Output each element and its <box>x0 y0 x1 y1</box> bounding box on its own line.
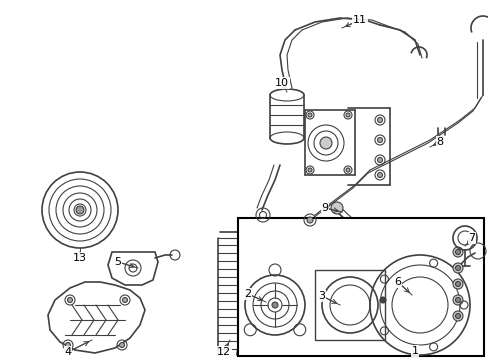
Text: 11: 11 <box>352 15 366 25</box>
Circle shape <box>377 138 382 143</box>
Circle shape <box>452 295 462 305</box>
Text: 6: 6 <box>394 277 401 287</box>
Text: 1: 1 <box>411 346 418 356</box>
Circle shape <box>67 297 72 302</box>
Circle shape <box>330 202 342 214</box>
Circle shape <box>306 217 312 223</box>
Circle shape <box>452 279 462 289</box>
Circle shape <box>76 206 84 214</box>
Text: 13: 13 <box>73 253 87 263</box>
Circle shape <box>379 297 385 303</box>
Circle shape <box>454 265 460 270</box>
Text: 5: 5 <box>114 257 121 267</box>
Circle shape <box>452 311 462 321</box>
Circle shape <box>346 168 349 172</box>
Text: 10: 10 <box>274 78 288 88</box>
Text: 4: 4 <box>64 347 71 357</box>
Circle shape <box>452 247 462 257</box>
Bar <box>314 270 384 340</box>
Bar <box>238 218 483 356</box>
Text: 2: 2 <box>244 289 251 299</box>
Circle shape <box>377 117 382 122</box>
Text: 9: 9 <box>321 203 328 213</box>
Circle shape <box>454 314 460 319</box>
Circle shape <box>454 297 460 302</box>
Circle shape <box>454 249 460 255</box>
Circle shape <box>307 113 311 117</box>
Text: 8: 8 <box>436 137 443 147</box>
Circle shape <box>271 302 278 308</box>
Circle shape <box>377 172 382 177</box>
Text: 3: 3 <box>318 291 325 301</box>
Text: 12: 12 <box>217 347 231 357</box>
Circle shape <box>307 168 311 172</box>
Circle shape <box>65 342 70 347</box>
Circle shape <box>319 137 331 149</box>
Circle shape <box>122 297 127 302</box>
Circle shape <box>377 157 382 162</box>
Circle shape <box>452 263 462 273</box>
Circle shape <box>454 282 460 287</box>
Circle shape <box>346 113 349 117</box>
Circle shape <box>119 342 124 347</box>
Text: 7: 7 <box>468 233 475 243</box>
